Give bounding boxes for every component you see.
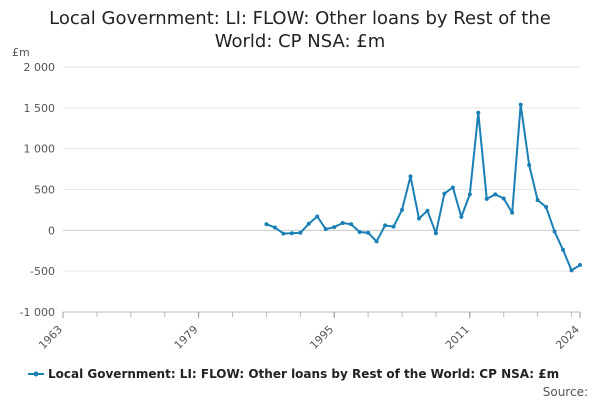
y-tick-label: -1 000 bbox=[20, 306, 55, 319]
data-point[interactable] bbox=[476, 110, 481, 115]
data-point[interactable] bbox=[281, 231, 286, 236]
x-tick-label: 1963 bbox=[36, 323, 65, 352]
grid bbox=[63, 66, 580, 313]
y-tick-label: 500 bbox=[34, 184, 55, 197]
data-point[interactable] bbox=[332, 225, 337, 230]
legend-marker-icon bbox=[33, 371, 39, 377]
data-point[interactable] bbox=[578, 263, 582, 268]
y-tick-label: 1 000 bbox=[24, 143, 56, 156]
data-point[interactable] bbox=[323, 227, 328, 232]
axes: -1 000 -500 0 500 1 000 1 500 2 000 1963 1979 199… bbox=[20, 61, 583, 352]
legend-label: Local Government: LI: FLOW: Other loans … bbox=[48, 367, 559, 381]
data-point[interactable] bbox=[349, 222, 354, 227]
data-point[interactable] bbox=[552, 229, 557, 234]
data-point[interactable] bbox=[400, 207, 405, 212]
data-point[interactable] bbox=[416, 216, 421, 221]
chart-title-line-2: World: CP NSA: £m bbox=[215, 31, 386, 52]
x-tick-label: 2011 bbox=[443, 323, 472, 352]
data-point[interactable] bbox=[306, 221, 311, 226]
data-point[interactable] bbox=[484, 196, 489, 201]
data-point[interactable] bbox=[391, 224, 396, 229]
data-point[interactable] bbox=[510, 210, 515, 215]
data-point[interactable] bbox=[366, 230, 371, 235]
y-tick-label: 0 bbox=[48, 224, 55, 237]
data-point[interactable] bbox=[518, 102, 523, 107]
x-tick-label: 1995 bbox=[307, 323, 336, 352]
data-point[interactable] bbox=[561, 247, 566, 252]
data-point[interactable] bbox=[289, 231, 294, 236]
data-point[interactable] bbox=[450, 185, 455, 190]
data-point[interactable] bbox=[569, 268, 574, 273]
data-point[interactable] bbox=[527, 163, 532, 167]
data-point[interactable] bbox=[374, 239, 379, 244]
y-axis-unit-label: £m bbox=[12, 46, 30, 59]
data-point[interactable] bbox=[442, 191, 447, 196]
data-point[interactable] bbox=[493, 192, 498, 197]
series-layer bbox=[264, 102, 582, 273]
data-point[interactable] bbox=[459, 214, 464, 219]
data-point[interactable] bbox=[408, 174, 413, 179]
data-point[interactable] bbox=[501, 196, 506, 201]
chart-title-line-1: Local Government: LI: FLOW: Other loans … bbox=[49, 8, 551, 29]
data-point[interactable] bbox=[383, 223, 388, 228]
legend: Local Government: LI: FLOW: Other loans … bbox=[28, 367, 559, 381]
data-point[interactable] bbox=[467, 192, 472, 197]
data-point[interactable] bbox=[264, 222, 269, 227]
source-label: Source: bbox=[543, 385, 588, 399]
series-line bbox=[266, 103, 581, 272]
y-tick-label: -500 bbox=[30, 265, 55, 278]
data-point[interactable] bbox=[425, 208, 430, 213]
data-point[interactable] bbox=[315, 214, 320, 219]
x-tick-label: 1979 bbox=[172, 323, 201, 352]
data-point[interactable] bbox=[272, 225, 277, 230]
data-point[interactable] bbox=[357, 229, 362, 234]
y-tick-label: 1 500 bbox=[24, 102, 56, 115]
data-point[interactable] bbox=[340, 220, 345, 225]
x-tick-label: 2024 bbox=[553, 323, 582, 352]
data-point[interactable] bbox=[298, 230, 303, 235]
data-point[interactable] bbox=[535, 198, 540, 203]
data-point[interactable] bbox=[544, 205, 549, 210]
data-point[interactable] bbox=[433, 231, 438, 236]
y-tick-label: 2 000 bbox=[24, 61, 56, 74]
